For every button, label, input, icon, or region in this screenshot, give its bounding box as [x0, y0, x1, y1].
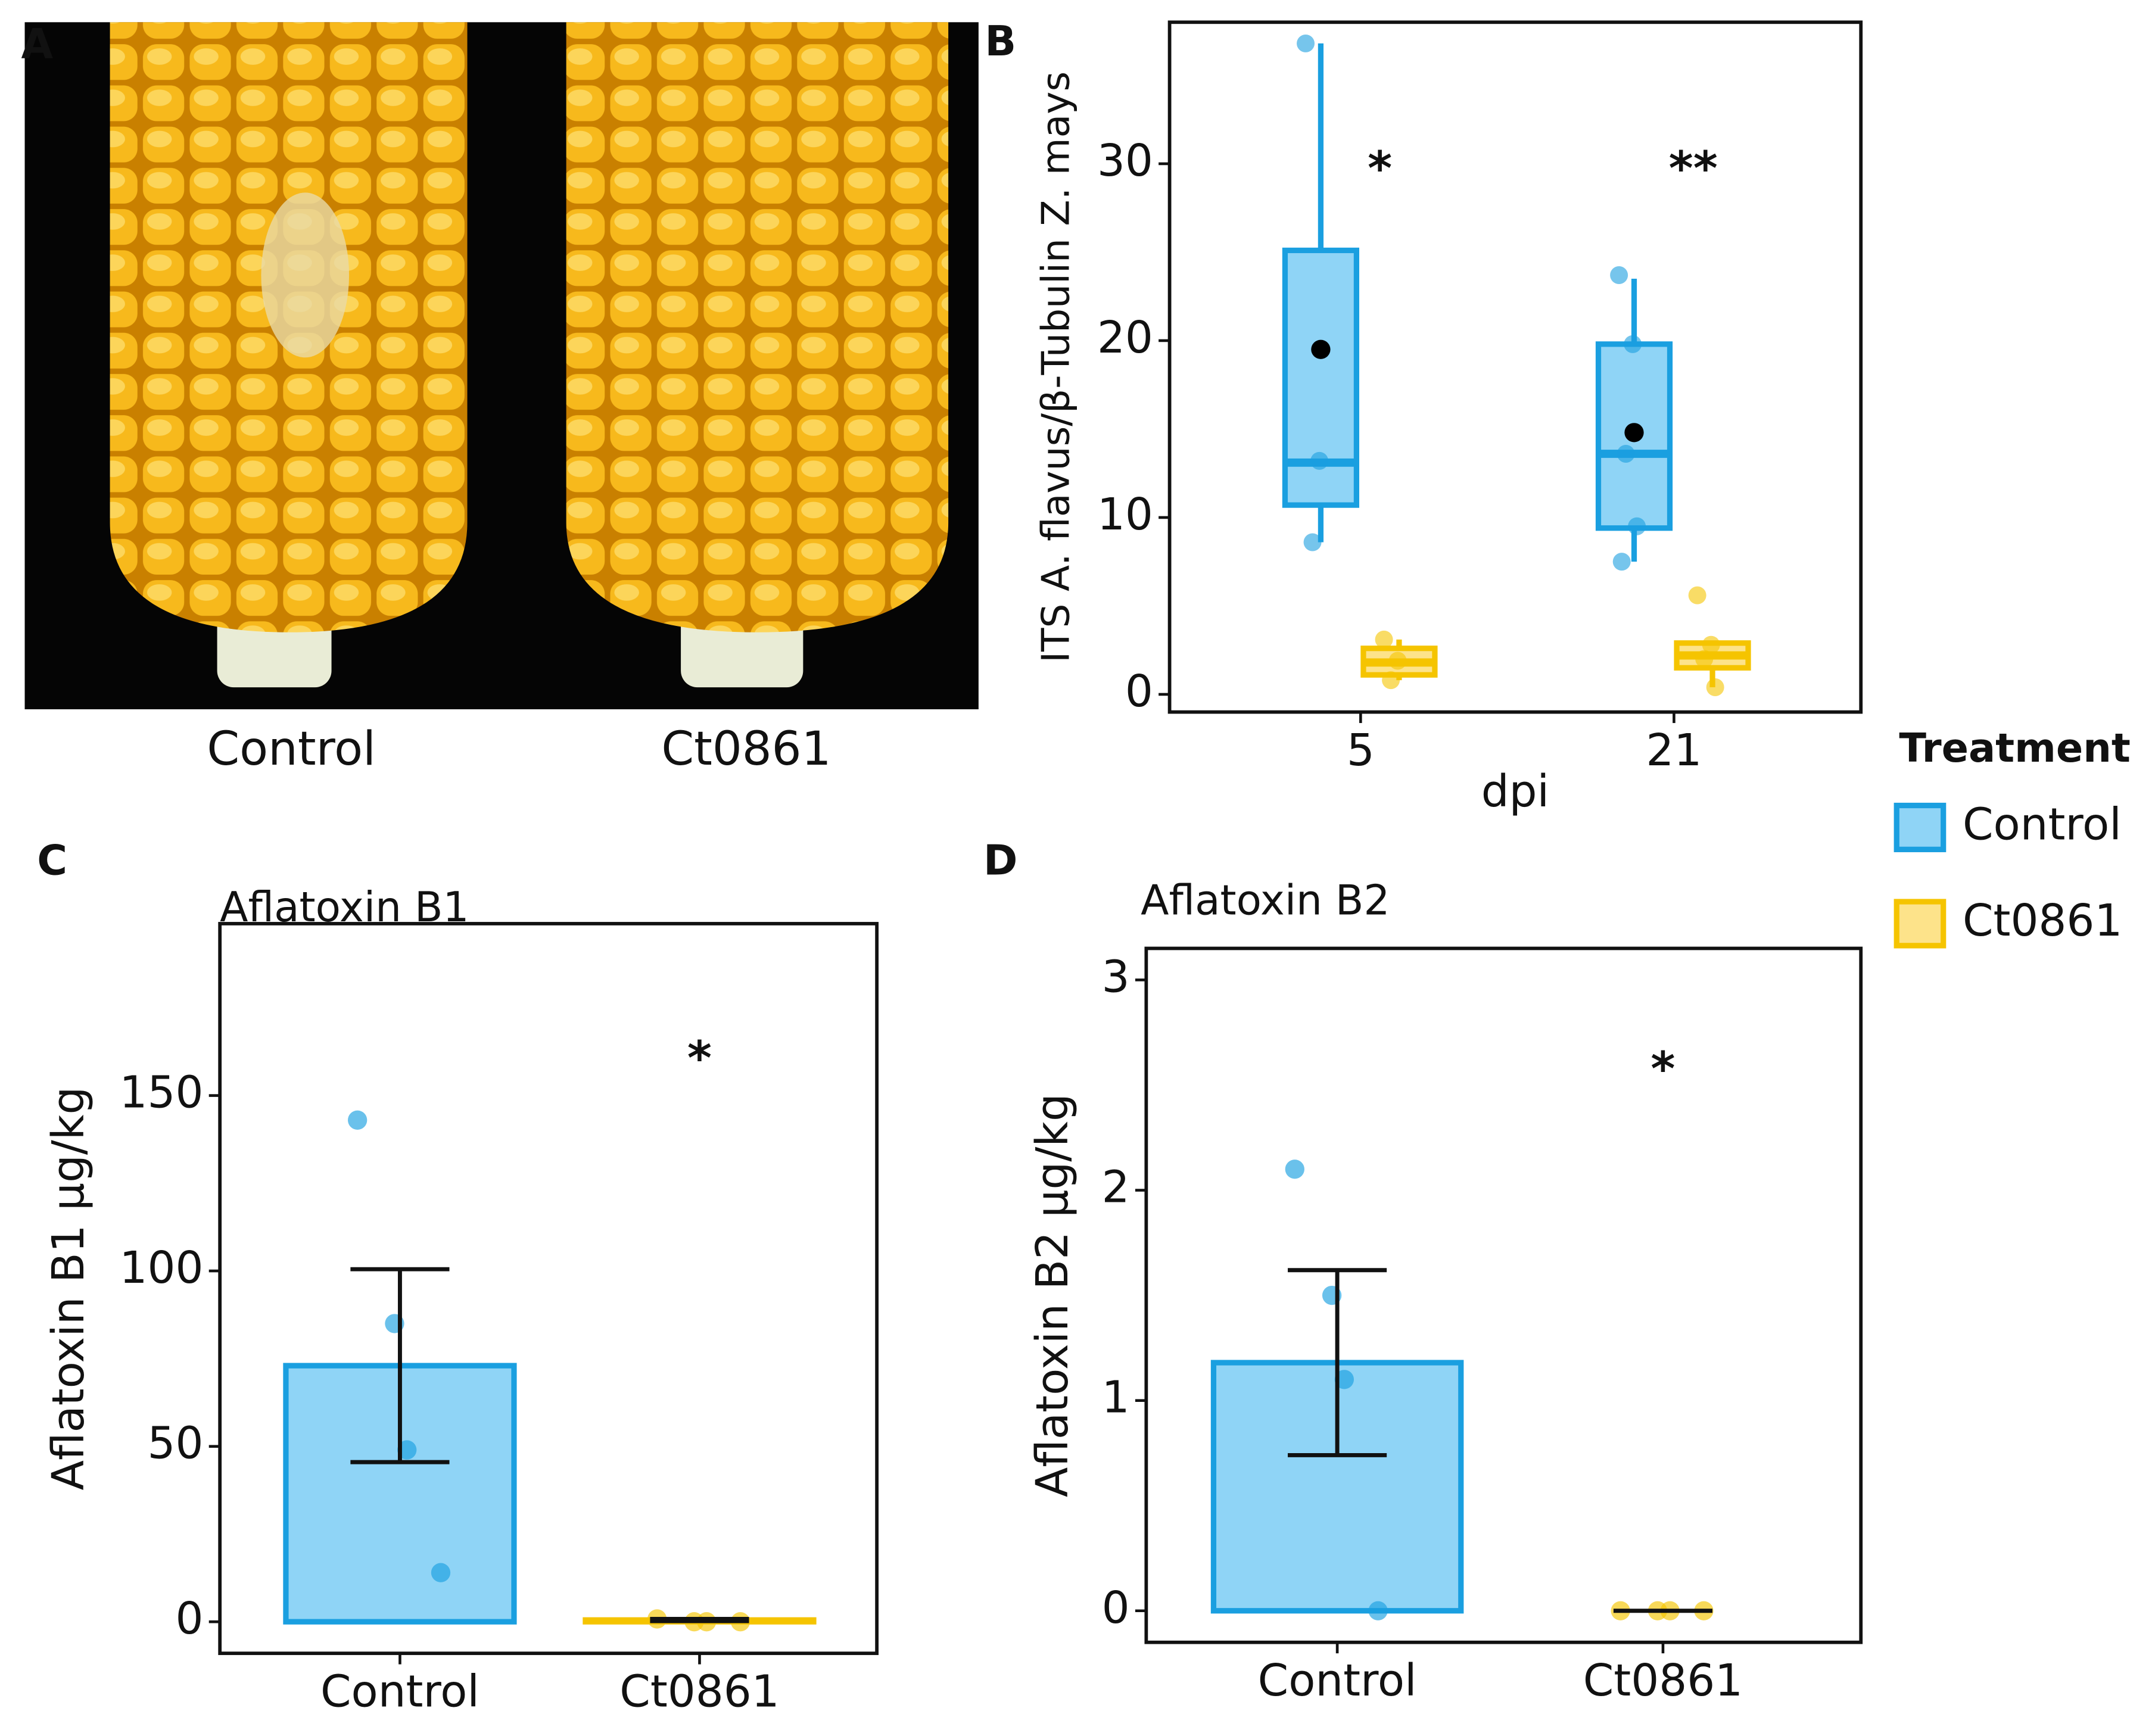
legend-key	[1894, 802, 1947, 852]
image-label: Ct0861	[661, 721, 831, 776]
y-tick-label: 0	[1102, 1582, 1130, 1634]
data-point	[1706, 678, 1724, 697]
data-point	[1285, 1160, 1304, 1179]
panel-letter: A	[21, 21, 54, 68]
y-axis-label: Aflatoxin B1 µg/kg	[43, 1087, 94, 1491]
plot-frame	[218, 922, 879, 1656]
data-point	[1297, 34, 1315, 52]
y-tick-label: 2	[1102, 1162, 1130, 1213]
data-point	[1624, 335, 1642, 353]
data-point	[1617, 444, 1635, 463]
x-tick-label: 21	[1646, 725, 1702, 776]
x-tick-label: 5	[1347, 725, 1375, 776]
data-point	[348, 1110, 368, 1130]
y-tick-label: 20	[1097, 312, 1153, 363]
legend-key	[1894, 899, 1947, 949]
data-point	[1388, 652, 1407, 670]
data-point	[1612, 553, 1631, 571]
y-tick-label: 30	[1097, 135, 1153, 186]
y-tick-label: 3	[1102, 951, 1130, 1002]
y-tick-label: 10	[1097, 489, 1153, 540]
image-label: Control	[207, 721, 376, 776]
x-tick-label: Control	[1258, 1655, 1417, 1706]
error-bar	[1288, 1268, 1387, 1457]
mean-point	[1311, 339, 1331, 359]
panel-letter: C	[37, 837, 67, 884]
y-tick-label: 100	[120, 1242, 204, 1294]
legend-label: Ct0861	[1963, 895, 2122, 946]
data-point	[1695, 650, 1714, 668]
significance-label: **	[1669, 141, 1718, 196]
mean-point	[1624, 423, 1644, 442]
x-tick-label: Ct0861	[619, 1666, 779, 1717]
data-point	[1334, 1370, 1354, 1389]
y-axis-label: ITS A. flavus/β-Tubulin Z. mays	[1033, 71, 1078, 663]
data-point	[431, 1563, 451, 1582]
legend-label: Control	[1963, 799, 2122, 850]
significance-label: *	[1368, 141, 1392, 196]
y-tick-label: 1	[1102, 1372, 1130, 1423]
y-tick-label: 0	[176, 1593, 204, 1644]
x-axis-label: dpi	[1481, 766, 1549, 817]
data-point	[1303, 533, 1322, 551]
y-tick-label: 0	[1125, 666, 1153, 717]
significance-label: *	[1650, 1042, 1675, 1096]
panel-letter: B	[985, 18, 1016, 66]
data-point	[1610, 266, 1628, 285]
data-point	[1702, 635, 1720, 654]
y-tick-label: 150	[120, 1067, 204, 1118]
data-point	[1628, 517, 1646, 535]
data-point	[1375, 630, 1393, 649]
panel-letter: D	[983, 837, 1017, 884]
data-point	[397, 1440, 417, 1460]
x-tick-label: Ct0861	[1583, 1655, 1743, 1706]
damage-spot	[261, 192, 350, 358]
data-point	[1368, 1601, 1388, 1620]
x-tick-label: Control	[320, 1666, 479, 1717]
error-bar	[350, 1267, 450, 1464]
data-point	[1688, 586, 1706, 604]
data-point	[1382, 671, 1400, 690]
corn-ear	[566, 22, 949, 632]
chart-title: Aflatoxin B1	[220, 884, 469, 931]
chart-title: Aflatoxin B2	[1141, 877, 1390, 924]
legend-title: Treatment	[1899, 725, 2131, 771]
plot-frame	[1144, 946, 1863, 1644]
error-bar	[650, 1616, 749, 1623]
y-tick-label: 50	[148, 1418, 204, 1469]
y-axis-label: Aflatoxin B2 µg/kg	[1027, 1093, 1078, 1497]
significance-label: *	[687, 1031, 712, 1086]
data-point	[1310, 451, 1329, 470]
plot-frame	[1167, 20, 1863, 714]
